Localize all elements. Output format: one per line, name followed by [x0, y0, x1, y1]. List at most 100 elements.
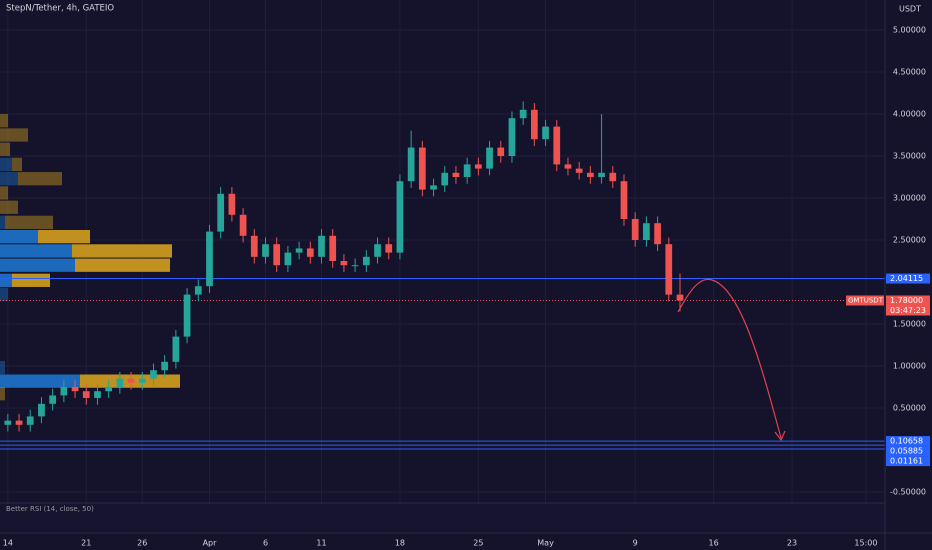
- profile-buy: [0, 230, 38, 244]
- level-label-bg: [886, 446, 930, 457]
- candle-body: [49, 395, 57, 404]
- candle-body: [542, 126, 549, 140]
- candle-body: [284, 252, 292, 266]
- candle-body: [161, 361, 169, 371]
- profile-sell: [5, 215, 53, 230]
- candle-body: [94, 391, 101, 398]
- candle-body: [620, 181, 628, 220]
- candle-body: [105, 387, 113, 392]
- candle-body: [306, 248, 314, 257]
- candle-body: [26, 416, 34, 425]
- y-tick-label: 4.50000: [893, 67, 926, 76]
- candle-body: [340, 261, 348, 266]
- chart-title: StepN/Tether, 4h, GATEIO: [6, 4, 114, 14]
- candle-body: [15, 420, 23, 425]
- profile-buy: [0, 258, 75, 272]
- profile-buy: [0, 157, 12, 172]
- candle-body: [452, 172, 460, 177]
- candle-body: [385, 244, 393, 253]
- candle-body: [598, 172, 605, 177]
- indicator-pane: [0, 503, 885, 533]
- level-label-bg: [886, 456, 930, 467]
- axes: 5.00000 4.50000 4.00000 3.50000 3.00000 2.500…: [3, 25, 930, 548]
- profile-sell: [38, 230, 90, 244]
- candle-body: [38, 403, 45, 417]
- candle-body: [441, 172, 449, 186]
- candle-body: [71, 387, 79, 392]
- candle-body: [183, 294, 191, 337]
- candle-body: [553, 126, 561, 165]
- y-tick-label: 5.00000: [893, 25, 926, 34]
- profile-sell: [12, 273, 50, 287]
- candle-body: [250, 235, 258, 257]
- x-tick-label: 26: [137, 539, 147, 548]
- level-label-bg: [886, 436, 930, 447]
- candle-body: [665, 244, 673, 295]
- profile-sell: [0, 200, 18, 214]
- y-tick-label: 4.00000: [893, 109, 926, 118]
- candle-body: [82, 391, 90, 398]
- candle-body: [676, 294, 684, 301]
- candle-body: [587, 172, 594, 177]
- candle-body: [228, 193, 236, 215]
- x-tick-label: 21: [81, 539, 91, 548]
- quote-label: USDT: [899, 5, 921, 14]
- symbol-label-bg: [846, 295, 884, 306]
- candle-body: [239, 214, 247, 236]
- profile-sell: [75, 258, 170, 272]
- y-tick-label: 2.50000: [893, 236, 926, 245]
- candle-body: [138, 378, 146, 383]
- projection-arrow: [677, 278, 782, 439]
- candle-body: [362, 256, 370, 266]
- levels: [0, 278, 885, 450]
- x-tick-label: May: [537, 539, 554, 548]
- candle-body: [430, 185, 437, 190]
- level-label: 0.01161: [890, 457, 923, 466]
- candle-body: [206, 231, 213, 287]
- profile-sell: [18, 172, 62, 186]
- profile-sell: [0, 387, 5, 401]
- profile-sell: [0, 186, 8, 200]
- symbol-label: GMTUSDT: [848, 296, 884, 304]
- profile-buy: [0, 361, 5, 375]
- profile-buy: [0, 215, 5, 230]
- candle-body: [127, 378, 135, 383]
- level-label: 2.04115: [890, 274, 923, 283]
- x-tick-label: 9: [633, 539, 638, 548]
- candle-body: [575, 168, 583, 173]
- candle-body: [262, 244, 269, 257]
- candle-body: [329, 235, 337, 262]
- profile-sell: [0, 114, 8, 128]
- countdown: 03:47:23: [890, 306, 926, 315]
- candle-body: [396, 181, 404, 253]
- y-tick-label: 1.00000: [893, 362, 926, 371]
- level-label: 0.05885: [890, 447, 923, 456]
- profile-sell: [72, 244, 172, 258]
- x-tick-label: 6: [263, 539, 268, 548]
- candle-body: [564, 164, 572, 169]
- profile-buy: [0, 287, 8, 302]
- candle-body: [531, 109, 538, 140]
- candle-body: [4, 420, 12, 425]
- candle-body: [374, 244, 381, 257]
- candle-body: [172, 336, 180, 362]
- candle-body: [295, 248, 303, 253]
- y-tick-label: 3.50000: [893, 151, 926, 160]
- candle-body: [217, 193, 225, 232]
- last-price-label: 1.78000: [890, 296, 923, 305]
- x-tick-label: 16: [709, 539, 719, 548]
- profile-sell: [0, 128, 28, 142]
- x-tick-label: 11: [316, 539, 326, 548]
- profile-buy: [0, 244, 72, 258]
- volume-profile: [0, 114, 180, 401]
- candle-body: [418, 147, 426, 190]
- candle-body: [318, 235, 325, 257]
- profile-buy: [0, 172, 18, 186]
- candle-body: [194, 286, 202, 295]
- profile-buy: [0, 374, 80, 388]
- candle-body: [474, 164, 482, 169]
- candle-body: [463, 164, 471, 177]
- x-tick-label: 23: [787, 539, 797, 548]
- level-label: 0.10658: [890, 437, 923, 446]
- arrow-head: [774, 430, 786, 442]
